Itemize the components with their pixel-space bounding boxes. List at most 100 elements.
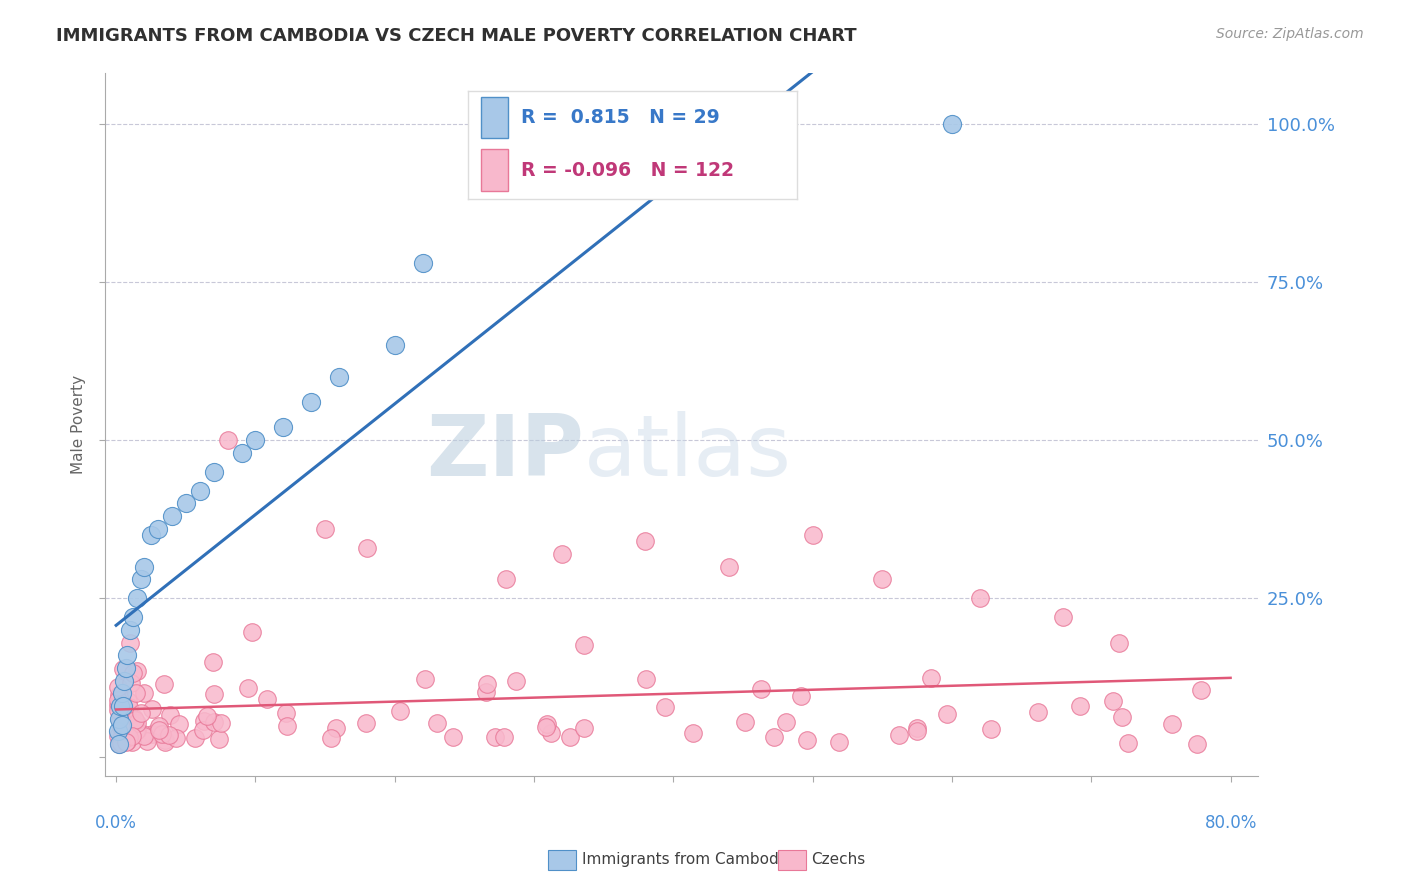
Point — [1026, 705, 1049, 719]
Point — [682, 726, 704, 740]
Point — [193, 714, 215, 729]
Point — [980, 722, 1002, 736]
Point — [118, 635, 141, 649]
Point — [115, 735, 138, 749]
Point — [117, 648, 139, 663]
Point — [905, 721, 928, 735]
Point — [319, 731, 342, 745]
Point — [125, 723, 148, 738]
Point — [114, 673, 136, 688]
Point — [117, 734, 139, 748]
Point — [762, 730, 785, 744]
Point — [125, 591, 148, 606]
Point — [111, 729, 134, 743]
Point — [132, 559, 155, 574]
Point — [872, 572, 894, 586]
Point — [129, 572, 152, 586]
Point — [536, 716, 558, 731]
Point — [540, 726, 562, 740]
Point — [412, 256, 434, 270]
Point — [484, 731, 506, 745]
Point — [157, 728, 180, 742]
Point — [141, 727, 163, 741]
Point — [796, 732, 818, 747]
Point — [127, 723, 149, 737]
Point — [1101, 694, 1123, 708]
Point — [153, 677, 176, 691]
Point — [1069, 699, 1091, 714]
Point — [125, 686, 148, 700]
Point — [108, 737, 131, 751]
Y-axis label: Male Poverty: Male Poverty — [72, 375, 86, 474]
Point — [139, 528, 162, 542]
Point — [1116, 736, 1139, 750]
Point — [276, 706, 298, 720]
Point — [132, 727, 155, 741]
Point — [202, 656, 225, 670]
Point — [110, 737, 132, 751]
Point — [551, 547, 574, 561]
Point — [240, 624, 263, 639]
Point — [202, 714, 225, 729]
Point — [108, 714, 131, 728]
Point — [121, 729, 143, 743]
Point — [718, 559, 741, 574]
Point — [325, 722, 347, 736]
Point — [413, 672, 436, 686]
Point — [534, 720, 557, 734]
Point — [125, 664, 148, 678]
Point — [1111, 710, 1133, 724]
Point — [474, 684, 496, 698]
Point — [789, 689, 811, 703]
Point — [160, 508, 183, 523]
Text: ZIP: ZIP — [426, 411, 583, 494]
Point — [217, 433, 239, 447]
Point — [124, 713, 146, 727]
Point — [107, 703, 129, 717]
Point — [174, 496, 197, 510]
Point — [828, 735, 851, 749]
Point — [141, 702, 163, 716]
Point — [389, 704, 412, 718]
Text: Immigrants from Cambodia: Immigrants from Cambodia — [582, 853, 793, 867]
Text: 80.0%: 80.0% — [1205, 814, 1257, 832]
Point — [108, 688, 131, 702]
Point — [148, 718, 170, 732]
Point — [299, 395, 322, 409]
Point — [636, 672, 658, 686]
Point — [132, 729, 155, 743]
Point — [328, 369, 350, 384]
Point — [441, 730, 464, 744]
Point — [122, 666, 145, 681]
Point — [560, 730, 582, 744]
Point — [146, 522, 169, 536]
Point — [889, 728, 911, 742]
Point — [231, 446, 253, 460]
Point — [108, 712, 131, 726]
Point — [183, 731, 205, 745]
Point — [202, 465, 225, 479]
Point — [188, 483, 211, 498]
Point — [1161, 717, 1184, 731]
Text: atlas: atlas — [583, 411, 792, 494]
Point — [495, 572, 517, 586]
Point — [124, 718, 146, 732]
Point — [654, 700, 676, 714]
Point — [118, 699, 141, 714]
Point — [121, 610, 143, 624]
Point — [122, 711, 145, 725]
Point — [125, 716, 148, 731]
Point — [110, 721, 132, 735]
Point — [107, 692, 129, 706]
Point — [195, 709, 218, 723]
Point — [115, 729, 138, 743]
Point — [120, 676, 142, 690]
Text: IMMIGRANTS FROM CAMBODIA VS CZECH MALE POVERTY CORRELATION CHART: IMMIGRANTS FROM CAMBODIA VS CZECH MALE P… — [56, 27, 856, 45]
Point — [920, 671, 942, 685]
Point — [111, 686, 134, 700]
Point — [110, 729, 132, 743]
Point — [209, 716, 232, 731]
Point — [111, 715, 134, 730]
Point — [426, 716, 449, 731]
Point — [115, 661, 138, 675]
